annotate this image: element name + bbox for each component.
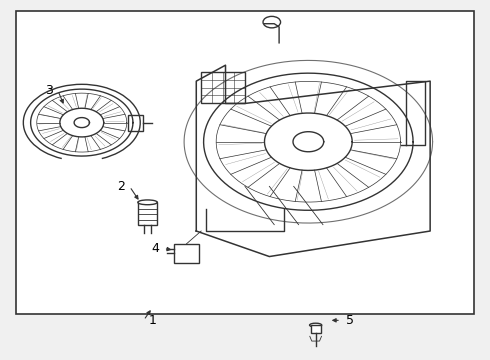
Circle shape: [263, 16, 281, 28]
Bar: [138, 202, 157, 225]
Bar: [311, 325, 320, 333]
FancyBboxPatch shape: [16, 11, 474, 314]
Ellipse shape: [310, 323, 322, 327]
Text: 4: 4: [151, 242, 159, 255]
Text: 3: 3: [45, 84, 53, 97]
Text: 2: 2: [117, 180, 124, 193]
Bar: [174, 244, 199, 263]
Text: 5: 5: [346, 314, 354, 327]
Text: 1: 1: [148, 314, 156, 327]
Bar: [201, 72, 245, 103]
Bar: [128, 114, 143, 131]
Ellipse shape: [138, 200, 157, 205]
